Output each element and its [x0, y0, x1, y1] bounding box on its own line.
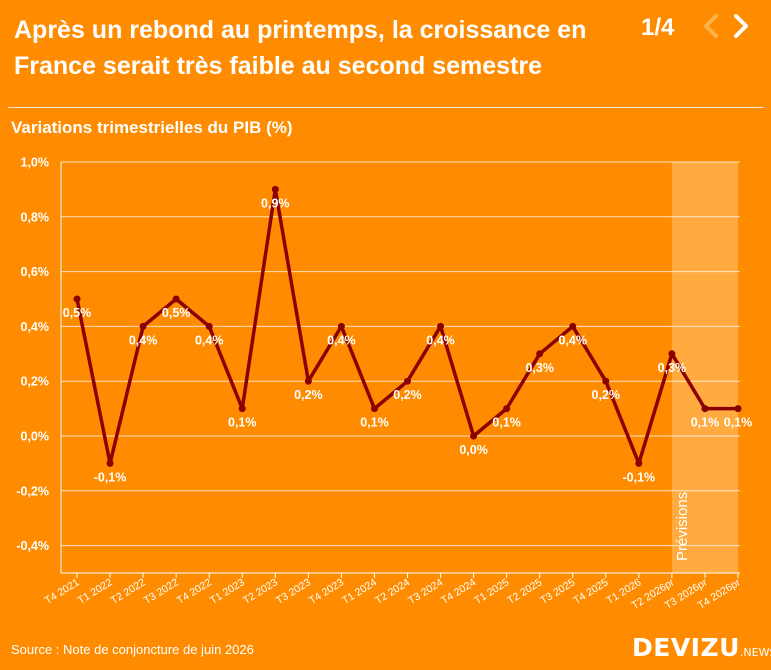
data-label: 0,4% [327, 333, 356, 347]
data-label: -0,1% [623, 470, 656, 484]
x-tick-label: T2 2024 [373, 576, 412, 607]
data-point [106, 459, 114, 467]
data-point [470, 432, 478, 440]
x-tick-label: T2 2023 [241, 576, 280, 607]
data-label: 0,1% [360, 416, 389, 430]
chart-title: Variations trimestrielles du PIB (%) [11, 118, 293, 137]
page-title: Après un rebond au printemps, la croissa… [14, 16, 587, 80]
x-tick-label: T4 2021 [43, 576, 82, 607]
data-label: 0,1% [724, 416, 753, 430]
page-counter: 1/4 [641, 14, 675, 41]
x-tick-label: T1 2025 [472, 576, 511, 607]
data-label: 0,4% [559, 333, 588, 347]
x-tick-label: T1 2022 [76, 576, 115, 607]
x-tick-label: T4 2022 [175, 576, 214, 607]
y-tick-label: 0,2% [21, 375, 50, 389]
data-label: 0,3% [525, 361, 554, 375]
forecast-band [671, 162, 738, 573]
devizu-logo: DEVIZU.NEWS [632, 633, 771, 662]
data-label: 0,1% [228, 416, 257, 430]
data-label: 0,1% [691, 416, 720, 430]
data-label: 0,2% [393, 388, 422, 402]
data-point [734, 405, 742, 413]
data-point [602, 377, 610, 385]
chevron-left-icon[interactable] [700, 12, 722, 40]
y-tick-label: 0,8% [21, 210, 50, 224]
logo-main: DEVIZU [632, 633, 740, 662]
forecast-label: Prévisions [674, 492, 691, 561]
x-tick-label: T2 2022 [109, 576, 148, 607]
x-tick-label: T1 2024 [340, 576, 379, 607]
data-point [205, 322, 213, 330]
data-point [701, 405, 709, 413]
data-point [668, 350, 676, 358]
header-divider [8, 107, 763, 108]
data-point [404, 377, 411, 385]
data-label: 0,2% [592, 388, 621, 402]
y-tick-label: 0,0% [21, 430, 50, 444]
x-tick-label: T3 2025 [538, 576, 577, 607]
data-label: 0,2% [294, 388, 323, 402]
data-point [238, 405, 246, 413]
data-label: 0,1% [492, 416, 521, 430]
chevron-right-icon[interactable] [730, 12, 752, 40]
data-point [370, 405, 378, 413]
data-point [437, 322, 445, 330]
x-tick-label: T1 2023 [208, 576, 247, 607]
data-point [536, 350, 544, 358]
source-note: Source : Note de conjoncture de juin 202… [11, 642, 254, 657]
y-tick-label: 0,4% [21, 320, 50, 334]
data-point [73, 295, 81, 303]
data-label: 0,4% [129, 333, 158, 347]
data-point [172, 295, 180, 303]
data-point [635, 459, 643, 467]
data-label: 0,0% [459, 443, 488, 457]
y-tick-label: -0,2% [16, 484, 49, 498]
x-tick-label: T4 2023 [307, 576, 346, 607]
data-point [139, 322, 147, 330]
data-label: 0,9% [261, 196, 290, 210]
y-tick-label: 1,0% [21, 156, 50, 170]
x-tick-label: T2 2025 [505, 576, 544, 607]
data-point [304, 377, 312, 385]
data-label: 0,3% [658, 361, 687, 375]
x-tick-label: T3 2022 [142, 576, 181, 607]
data-label: 0,5% [162, 306, 191, 320]
data-label: 0,5% [63, 306, 92, 320]
logo-suffix: .NEWS [739, 646, 771, 659]
data-label: 0,4% [426, 333, 455, 347]
x-tick-label: T3 2023 [274, 576, 313, 607]
data-point [337, 322, 345, 330]
data-point [503, 405, 511, 413]
y-tick-label: 0,6% [21, 265, 50, 279]
data-point [271, 185, 279, 193]
x-tick-label: T3 2024 [406, 576, 445, 607]
x-tick-label: T4 2024 [439, 576, 478, 607]
y-tick-label: -0,4% [16, 539, 49, 553]
data-point [569, 322, 577, 330]
data-label: -0,1% [94, 470, 127, 484]
x-tick-label: T4 2025 [571, 576, 610, 607]
data-label: 0,4% [195, 333, 224, 347]
